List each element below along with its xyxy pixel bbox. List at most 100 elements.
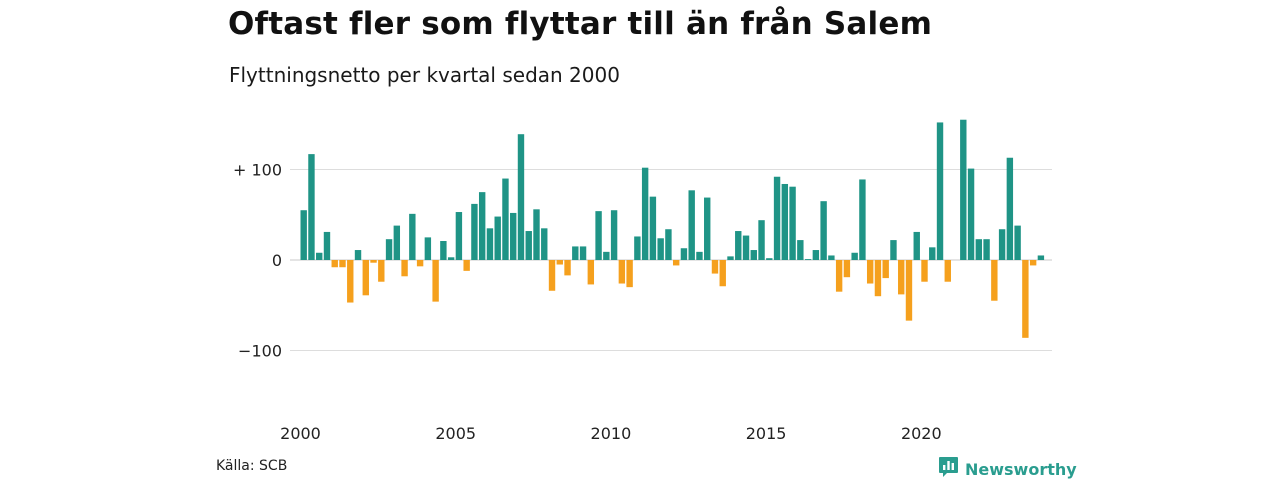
bar <box>587 260 595 285</box>
bar <box>874 260 882 297</box>
x-tick-label: 2000 <box>280 424 321 443</box>
bar <box>665 229 672 260</box>
bars <box>300 119 1045 338</box>
bar <box>463 260 470 271</box>
bar <box>610 210 618 260</box>
bar <box>517 134 525 260</box>
bar <box>385 239 393 261</box>
bar <box>812 250 820 260</box>
x-tick-labels: 2000 2005 2010 2015 2020 <box>280 424 942 443</box>
bar <box>603 251 610 260</box>
bar <box>378 260 385 282</box>
bar <box>851 252 858 260</box>
bar <box>921 260 928 282</box>
bar <box>548 260 556 291</box>
bar <box>804 259 812 261</box>
bar <box>525 231 532 260</box>
y-tick-labels: + 100 0 −100 <box>233 161 282 361</box>
bar <box>750 250 757 260</box>
bar <box>556 260 563 265</box>
bar <box>797 240 804 260</box>
bar <box>440 241 447 260</box>
bar <box>393 225 401 260</box>
bar <box>944 260 951 282</box>
x-tick-label: 2015 <box>746 424 787 443</box>
bar <box>704 197 711 261</box>
bar <box>820 201 827 261</box>
bar <box>967 168 975 260</box>
bar <box>339 260 346 268</box>
bar-chart: + 100 0 −100 2000 2005 2010 2015 2020 <box>233 119 1052 443</box>
bar <box>447 257 455 260</box>
bar <box>541 228 548 260</box>
x-tick-label: 2005 <box>435 424 476 443</box>
bar <box>913 231 920 260</box>
bar <box>680 248 688 261</box>
bar <box>688 190 695 260</box>
bar <box>579 246 587 261</box>
bar <box>331 260 338 268</box>
bar <box>634 236 641 260</box>
bar <box>478 192 486 261</box>
bar <box>510 212 517 260</box>
bar <box>672 260 680 266</box>
y-tick-label: + 100 <box>233 161 282 180</box>
bar <box>766 258 773 260</box>
bar <box>960 119 967 260</box>
bar <box>370 260 377 263</box>
bar <box>618 260 626 284</box>
bar <box>649 196 657 260</box>
bar <box>432 260 439 302</box>
bar <box>882 260 889 279</box>
bar <box>828 255 835 260</box>
bar <box>1037 255 1045 260</box>
bar <box>354 250 362 260</box>
bar <box>362 260 369 296</box>
bar <box>936 122 944 260</box>
bar <box>781 183 789 260</box>
bar <box>657 238 664 260</box>
bar <box>300 210 307 260</box>
bar <box>727 256 734 260</box>
bar <box>409 213 416 260</box>
bar <box>866 260 874 284</box>
bar <box>1022 260 1029 338</box>
y-tick-label: −100 <box>238 342 282 361</box>
bar <box>742 235 750 260</box>
bar <box>1029 260 1037 266</box>
bar <box>929 247 936 260</box>
bar <box>502 178 509 260</box>
bar <box>890 240 897 260</box>
bar <box>1014 225 1021 260</box>
bar <box>998 229 1006 260</box>
bar <box>416 260 424 267</box>
bar <box>1006 157 1014 261</box>
bar <box>789 186 796 260</box>
chart-title: Oftast fler som flyttar till än från Sal… <box>228 6 933 42</box>
bar <box>401 260 408 277</box>
x-tick-label: 2010 <box>591 424 632 443</box>
bar <box>898 260 905 295</box>
brand-logo[interactable]: Newsworthy <box>938 456 1077 482</box>
bar <box>316 252 323 260</box>
bar <box>983 239 990 261</box>
chart-subtitle: Flyttningsnetto per kvartal sedan 2000 <box>229 63 620 87</box>
bar <box>347 260 354 303</box>
bar <box>424 237 432 261</box>
bar <box>859 179 866 260</box>
bar <box>308 154 315 261</box>
bar <box>626 260 633 288</box>
x-tick-label: 2020 <box>901 424 942 443</box>
bar <box>835 260 843 292</box>
source-note: Källa: SCB <box>216 458 288 474</box>
bar <box>773 176 781 260</box>
bar <box>991 260 998 301</box>
bar <box>719 260 726 287</box>
y-tick-label: 0 <box>272 251 282 270</box>
bar <box>486 228 494 260</box>
bar <box>564 260 571 276</box>
bar <box>323 231 331 260</box>
bar <box>905 260 913 321</box>
bar <box>696 251 703 260</box>
bar <box>843 260 851 278</box>
